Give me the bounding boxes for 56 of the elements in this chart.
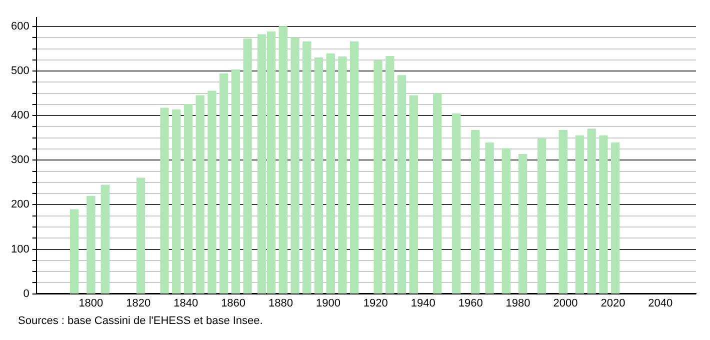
x-tick-label: 2020: [600, 297, 626, 310]
bar: [208, 90, 216, 294]
bar: [243, 38, 252, 294]
bar: [386, 56, 394, 294]
y-tick-label: 500: [10, 65, 30, 78]
bar: [219, 73, 228, 294]
x-tick-label: 1860: [221, 297, 246, 310]
bar: [302, 41, 312, 294]
bar: [350, 41, 359, 294]
x-tick-label: 1840: [174, 297, 198, 310]
x-tick-label: 1900: [316, 297, 340, 310]
y-tick-label: 100: [10, 243, 30, 256]
bar: [518, 154, 528, 294]
x-tick-label: 1960: [458, 297, 483, 310]
x-tick-label: 1880: [268, 297, 293, 310]
bar: [599, 135, 608, 294]
bar: [278, 26, 288, 294]
bar: [537, 138, 546, 294]
x-tick-label: 2000: [553, 297, 578, 310]
bar: [610, 142, 620, 294]
bar: [326, 53, 335, 294]
bar: [100, 184, 110, 294]
y-tick-label: 200: [10, 198, 30, 211]
bar: [452, 113, 461, 294]
bar: [231, 69, 240, 294]
bar: [172, 109, 181, 294]
bar: [558, 130, 568, 294]
bar: [160, 108, 169, 294]
bar: [409, 95, 418, 294]
bar: [433, 93, 442, 294]
bar: [290, 38, 300, 294]
bar: [575, 135, 584, 294]
bar: [136, 178, 146, 294]
y-tick-label: 300: [10, 154, 30, 166]
bar: [184, 104, 193, 294]
x-tick-label: 2040: [648, 297, 673, 310]
bar: [374, 60, 382, 294]
y-tick-label: 600: [10, 20, 30, 33]
bar: [314, 57, 324, 294]
bar: [587, 128, 596, 294]
x-tick-label: 1820: [126, 297, 151, 310]
bar: [502, 148, 511, 294]
y-tick-label: 400: [10, 110, 30, 122]
bar: [86, 196, 96, 294]
x-tick-label: 1800: [78, 297, 104, 310]
x-tick-label: 1980: [506, 297, 530, 310]
bar: [196, 95, 204, 294]
bar: [470, 130, 480, 294]
bar: [485, 142, 494, 294]
x-tick-label: 1920: [363, 297, 388, 310]
bar: [397, 75, 406, 294]
x-tick-label: 1940: [410, 297, 436, 310]
bar: [338, 56, 347, 294]
bar: [70, 209, 79, 294]
y-tick-label: 0: [23, 288, 30, 300]
source-note: Sources : base Cassini de l'EHESS et base Insee.: [18, 315, 264, 327]
